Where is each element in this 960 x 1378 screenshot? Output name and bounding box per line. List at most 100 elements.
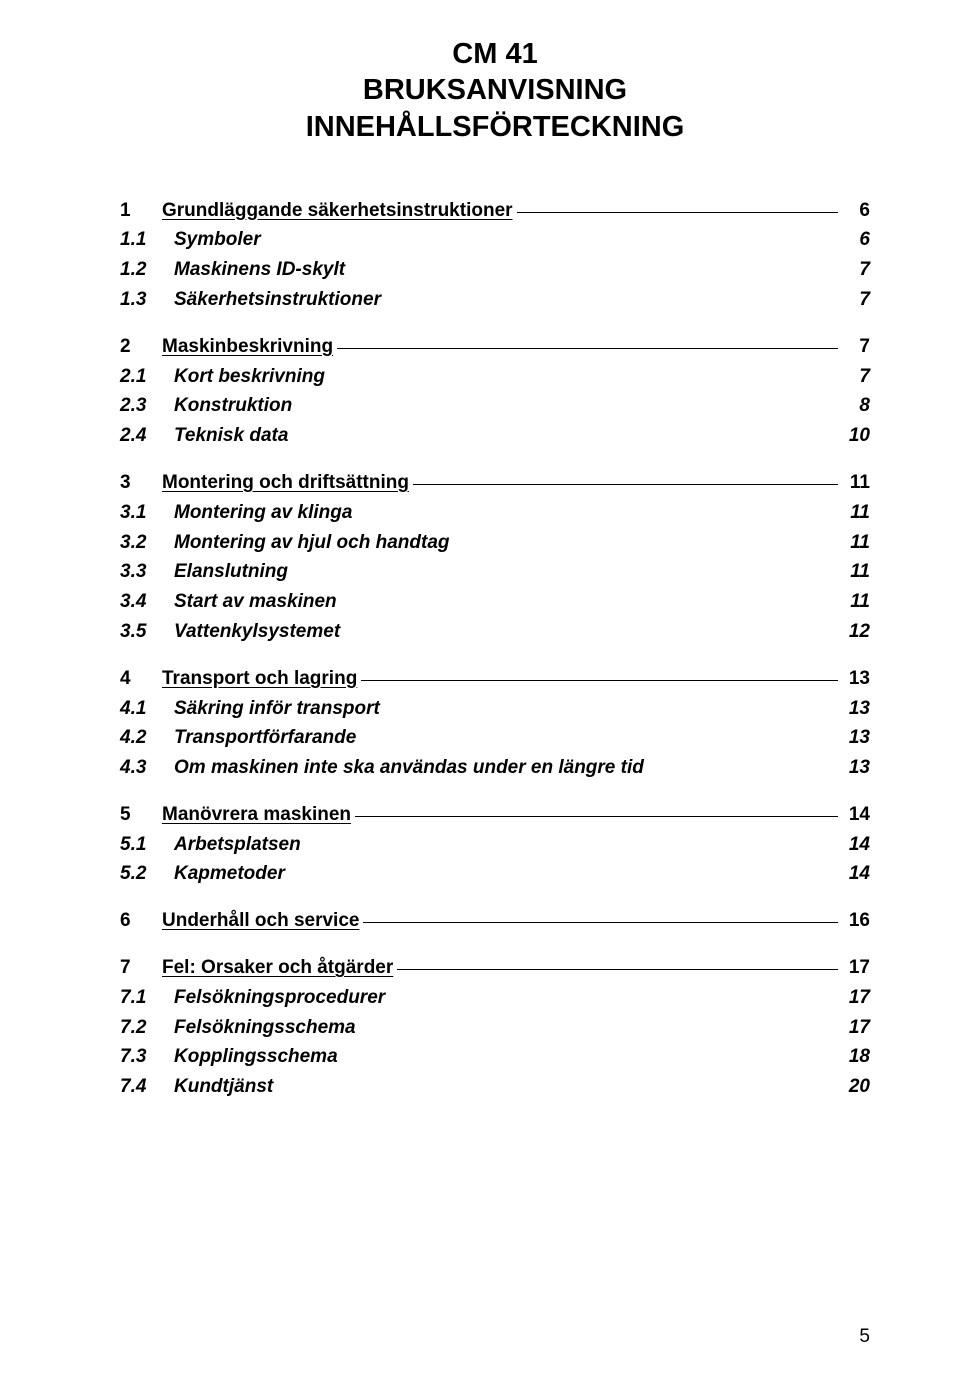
title-line-2: BRUKSANVISNING	[120, 72, 870, 108]
toc-subsection-page: 13	[842, 757, 870, 779]
toc-subsection-row: 1.3Säkerhetsinstruktioner 7	[120, 282, 870, 311]
toc-subsection-page: 8	[842, 395, 870, 417]
toc-sub-leader	[385, 282, 838, 305]
toc-sub-leader	[341, 584, 838, 607]
toc-subsection-label: Om maskinen inte ska användas under en l…	[174, 757, 644, 779]
toc-subsection-row: 2.1Kort beskrivning7	[120, 359, 870, 388]
table-of-contents: 1Grundläggande säkerhetsinstruktioner 6 1.…	[120, 193, 870, 1099]
toc-sub-leader	[648, 750, 838, 773]
toc-subsection-row: 2.4Teknisk data10	[120, 418, 870, 447]
toc-section-page: 7	[842, 336, 870, 358]
toc-subsection-page: 7	[842, 289, 870, 311]
toc-section-row: 4Transport och lagring 13	[120, 661, 870, 690]
toc-subsection-number: 7.2	[120, 1017, 174, 1039]
toc-section-row: 6Underhåll och service16	[120, 903, 870, 932]
toc-section-page: 6	[842, 200, 870, 222]
toc-subsection-number: 5.1	[120, 834, 174, 856]
toc-subsection-row: 3.1Montering av klinga11	[120, 495, 870, 524]
toc-subsection-row: 4.2Transportförfarande13	[120, 721, 870, 750]
toc-subsection-label: Kopplingsschema	[174, 1046, 338, 1068]
toc-subsection-number: 1.3	[120, 289, 174, 311]
toc-subsection-page: 13	[842, 727, 870, 749]
toc-subsection-label: Felsökningsschema	[174, 1017, 356, 1039]
toc-sub-leader	[265, 223, 838, 246]
toc-subsection-page: 11	[842, 532, 870, 554]
toc-subsection-label: Maskinens ID-skylt	[174, 259, 345, 281]
toc-subsection-number: 5.2	[120, 863, 174, 885]
toc-subsection-row: 4.3Om maskinen inte ska användas under e…	[120, 750, 870, 779]
toc-subsection-label: Säkerhetsinstruktioner	[174, 289, 381, 311]
toc-leader	[337, 329, 838, 352]
toc-leader	[413, 465, 838, 488]
toc-leader	[355, 797, 838, 820]
toc-sub-leader	[289, 857, 838, 880]
toc-section-number: 7	[120, 957, 162, 979]
toc-subsection-number: 4.2	[120, 727, 174, 749]
toc-sub-leader	[329, 359, 838, 382]
toc-subsection-number: 7.1	[120, 987, 174, 1009]
toc-subsection-number: 3.5	[120, 621, 174, 643]
toc-subsection-number: 3.3	[120, 561, 174, 583]
toc-subsection-label: Arbetsplatsen	[174, 834, 301, 856]
toc-section-row: 5Manövrera maskinen 14	[120, 797, 870, 826]
toc-section-number: 2	[120, 336, 162, 358]
toc-section-label: Fel: Orsaker och åtgärder	[162, 957, 393, 979]
toc-subsection-page: 17	[842, 987, 870, 1009]
title-line-3: INNEHÅLLSFÖRTECKNING	[120, 109, 870, 145]
toc-sub-leader	[360, 1010, 838, 1033]
toc-subsection-label: Kundtjänst	[174, 1076, 273, 1098]
toc-subsection-page: 7	[842, 259, 870, 281]
toc-subsection-label: Kapmetoder	[174, 863, 285, 885]
toc-subsection-row: 4.1Säkring inför transport13	[120, 691, 870, 720]
toc-leader	[361, 661, 838, 684]
toc-subsection-page: 10	[842, 425, 870, 447]
toc-sub-leader	[384, 691, 838, 714]
toc-subsection-page: 17	[842, 1017, 870, 1039]
toc-section-label: Underhåll och service	[162, 910, 359, 932]
toc-subsection-page: 6	[842, 229, 870, 251]
page-number: 5	[859, 1326, 870, 1348]
toc-subsection-row: 3.4Start av maskinen11	[120, 584, 870, 613]
toc-sub-leader	[292, 418, 838, 441]
toc-sub-leader	[349, 252, 838, 275]
toc-section-number: 4	[120, 668, 162, 690]
toc-section-number: 1	[120, 200, 162, 222]
toc-sub-leader	[360, 721, 838, 744]
toc-sub-leader	[296, 389, 838, 412]
toc-sub-leader	[344, 614, 838, 637]
toc-subsection-row: 2.3Konstruktion8	[120, 389, 870, 418]
toc-section-label: Grundläggande säkerhetsinstruktioner	[162, 200, 513, 222]
toc-section-page: 14	[842, 804, 870, 826]
toc-subsection-label: Start av maskinen	[174, 591, 337, 613]
toc-subsection-number: 1.1	[120, 229, 174, 251]
toc-subsection-page: 18	[842, 1046, 870, 1068]
toc-subsection-page: 20	[842, 1076, 870, 1098]
toc-section-page: 13	[842, 668, 870, 690]
toc-section-page: 17	[842, 957, 870, 979]
toc-subsection-label: Vattenkylsystemet	[174, 621, 340, 643]
toc-subsection-label: Symboler	[174, 229, 261, 251]
toc-sub-leader	[454, 525, 839, 548]
toc-subsection-page: 13	[842, 698, 870, 720]
toc-subsection-number: 3.1	[120, 502, 174, 524]
toc-section-number: 5	[120, 804, 162, 826]
page-content: CM 41 BRUKSANVISNING INNEHÅLLSFÖRTECKNIN…	[0, 0, 960, 1098]
toc-subsection-label: Montering av hjul och handtag	[174, 532, 450, 554]
toc-sub-leader	[342, 1040, 838, 1063]
toc-subsection-label: Felsökningsprocedurer	[174, 987, 385, 1009]
toc-section-page: 11	[842, 472, 870, 494]
toc-subsection-page: 7	[842, 366, 870, 388]
toc-subsection-row: 5.1Arbetsplatsen14	[120, 827, 870, 856]
toc-subsection-number: 2.4	[120, 425, 174, 447]
toc-section-label: Montering och driftsättning	[162, 472, 409, 494]
toc-subsection-row: 7.3Kopplingsschema 18	[120, 1040, 870, 1069]
toc-sub-leader	[292, 555, 838, 578]
toc-sub-leader	[389, 980, 838, 1003]
toc-section-label: Manövrera maskinen	[162, 804, 351, 826]
toc-subsection-label: Konstruktion	[174, 395, 292, 417]
toc-subsection-row: 7.4Kundtjänst20	[120, 1069, 870, 1098]
toc-subsection-number: 7.3	[120, 1046, 174, 1068]
toc-section-label: Maskinbeskrivning	[162, 336, 333, 358]
toc-subsection-number: 4.1	[120, 698, 174, 720]
toc-section-label: Transport och lagring	[162, 668, 357, 690]
